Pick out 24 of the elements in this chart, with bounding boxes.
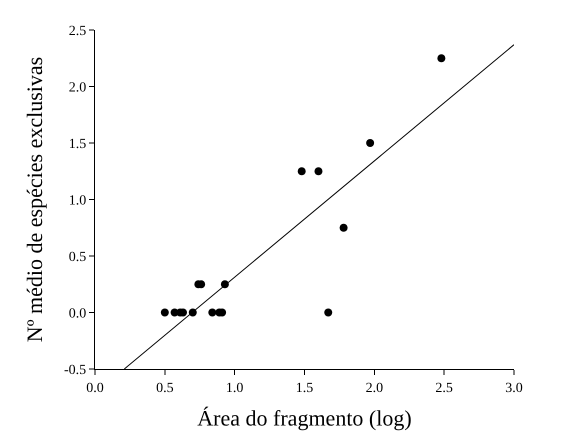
x-tick-label: 1.5 — [296, 380, 314, 396]
y-tick-label: 2.0 — [68, 80, 86, 96]
point — [160, 308, 169, 316]
y-tick-label: 2.5 — [68, 24, 86, 39]
point — [208, 308, 216, 316]
point — [366, 139, 374, 147]
y-tick-label: 1.5 — [68, 136, 86, 152]
x-axis-title: Área do fragmento (log) — [197, 406, 412, 431]
point — [324, 308, 332, 316]
x-tick-label: 0.5 — [156, 380, 174, 396]
y-tick-label: 0.0 — [68, 306, 86, 322]
point — [314, 167, 322, 176]
x-tick-label: 3.0 — [505, 380, 523, 396]
x-tick-label: 0.0 — [86, 380, 104, 396]
y-tick-label: 0.5 — [68, 250, 86, 265]
point — [437, 54, 446, 62]
y-tick-label: -0.5 — [64, 362, 86, 378]
x-tick-label: 1.0 — [226, 380, 244, 396]
x-tick-label: 2.5 — [435, 380, 453, 396]
y-axis-title: Nº médio de espécies exclusivas — [22, 56, 47, 342]
y-tick-label: 1.0 — [68, 193, 86, 208]
x-tick-label: 2.0 — [366, 380, 384, 396]
point — [340, 224, 348, 232]
point — [298, 167, 306, 176]
